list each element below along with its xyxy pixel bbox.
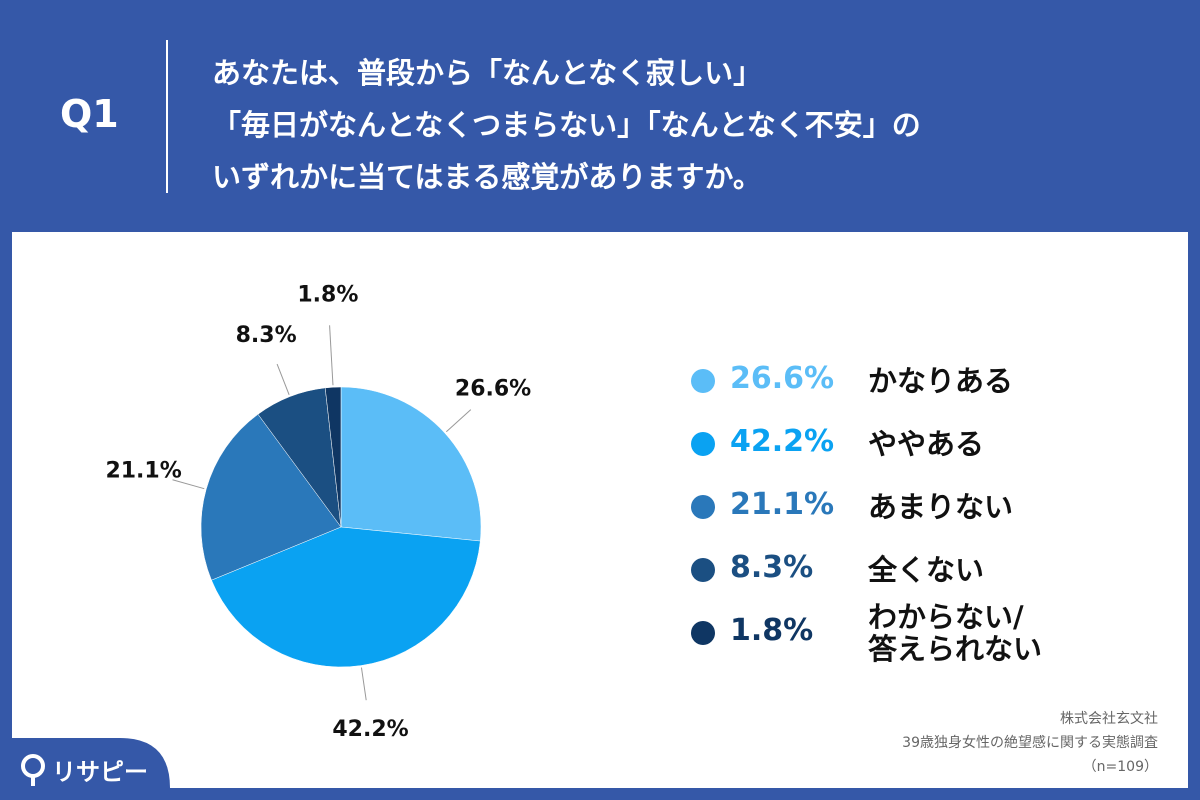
leader-line <box>360 667 367 701</box>
question-number: Q1 <box>60 92 119 136</box>
leader-line <box>445 409 472 433</box>
legend-marker <box>691 432 715 456</box>
legend-value: 42.2% <box>730 424 835 459</box>
pie-slice <box>200 413 342 581</box>
leader-line <box>172 479 205 490</box>
legend-marker <box>691 369 715 393</box>
legend-marker <box>691 621 715 645</box>
pie-slice <box>324 386 342 528</box>
logo: リサピー <box>52 758 148 786</box>
source: 株式会社玄文社 <box>1060 711 1158 727</box>
data-label: 21.1% <box>105 459 181 484</box>
data-label: 8.3% <box>236 323 297 348</box>
legend-value: 8.3% <box>730 550 814 585</box>
legend-value: 1.8% <box>730 613 814 648</box>
leader-line <box>329 325 334 386</box>
legend-value: 21.1% <box>730 487 835 522</box>
legend-marker <box>691 558 715 582</box>
pie-slice <box>211 526 481 668</box>
source: 39歳独身女性の絶望感に関する実態調査 <box>902 735 1158 751</box>
legend-label: あまりない <box>868 490 1014 524</box>
legend-value: 26.6% <box>730 361 835 396</box>
divider <box>166 40 168 193</box>
legend-label: 全くない <box>868 553 985 587</box>
logo-background <box>0 738 170 800</box>
legend-marker <box>691 495 715 519</box>
source: （n=109） <box>1082 759 1158 775</box>
title-line: いずれかに当てはまる感覚がありますか。 <box>212 160 762 194</box>
title-line: あなたは、普段から「なんとなく寂しい」 <box>212 56 763 90</box>
legend-label: かなりある <box>868 364 1014 398</box>
pie-slice <box>340 386 482 542</box>
title-line: 「毎日がなんとなくつまらない」「なんとなく不安」の <box>212 108 921 142</box>
data-label: 26.6% <box>455 377 531 402</box>
legend-label: わからない/ 答えられない <box>868 600 1043 666</box>
data-label: 1.8% <box>297 282 358 307</box>
leader-line <box>276 363 290 395</box>
data-label: 42.2% <box>332 717 408 742</box>
legend-label: ややある <box>868 427 985 461</box>
